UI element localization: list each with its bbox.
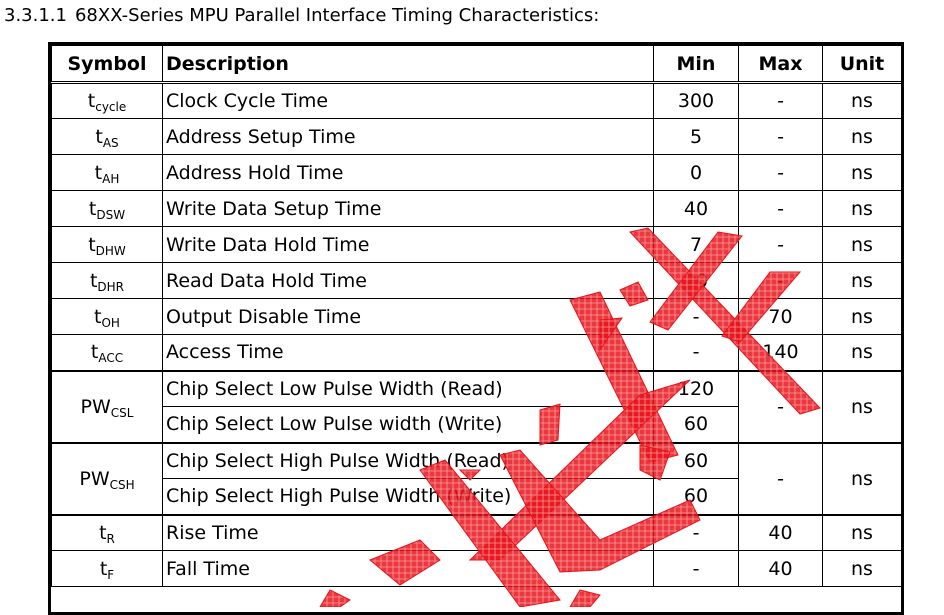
- table-row: tcycle Clock Cycle Time 300 - ns: [51, 82, 902, 119]
- table-row: tDSW Write Data Setup Time 40 - ns: [51, 190, 902, 227]
- description-cell: Fall Time: [162, 550, 654, 587]
- unit-cell: ns: [822, 262, 902, 299]
- table-row-pwcsl-read: PWCSL Chip Select Low Pulse Width (Read)…: [51, 370, 902, 444]
- table-row: tF Fall Time - 40 ns: [51, 550, 902, 587]
- unit-cell: ns: [822, 514, 902, 551]
- table-row: tAH Address Hold Time 0 - ns: [51, 154, 902, 191]
- min-cell: 0: [653, 154, 739, 191]
- table-row: tDHR Read Data Hold Time 20 - ns: [51, 262, 902, 299]
- max-cell: 140: [738, 334, 823, 372]
- header-description: Description: [162, 45, 654, 84]
- symbol-cell: tDHR: [51, 262, 163, 299]
- max-cell: -: [738, 154, 823, 191]
- max-cell: -: [738, 262, 823, 299]
- max-cell: -: [738, 118, 823, 155]
- max-cell: -: [738, 82, 823, 119]
- section-number: 3.3.1.1: [4, 5, 67, 26]
- table-header-row: Symbol Description Min Max Unit: [51, 45, 902, 84]
- symbol-cell: tDHW: [51, 226, 163, 263]
- header-symbol: Symbol: [51, 45, 163, 84]
- min-cell: 300: [653, 82, 739, 119]
- header-unit: Unit: [822, 45, 902, 84]
- description-cell: Read Data Hold Time: [162, 262, 654, 299]
- description-cell: Rise Time: [162, 514, 654, 551]
- min-cell: 5: [653, 118, 739, 155]
- table-row: tAS Address Setup Time 5 - ns: [51, 118, 902, 155]
- header-max: Max: [738, 45, 823, 84]
- unit-cell: ns: [822, 154, 902, 191]
- unit-cell: ns: [822, 550, 902, 587]
- symbol-cell: PWCSL: [51, 370, 163, 444]
- symbol-cell: tDSW: [51, 190, 163, 227]
- table-row: tDHW Write Data Hold Time 7 - ns: [51, 226, 902, 263]
- unit-cell: ns: [822, 370, 902, 444]
- symbol-cell: tAH: [51, 154, 163, 191]
- unit-cell: ns: [822, 334, 902, 372]
- min-cell: 20: [653, 262, 739, 299]
- min-cell: 60: [653, 442, 739, 479]
- description-cell: Clock Cycle Time: [162, 82, 654, 119]
- symbol-cell: tAS: [51, 118, 163, 155]
- symbol-cell: PWCSH: [51, 442, 163, 516]
- max-cell: -: [738, 370, 823, 444]
- min-cell: -: [653, 514, 739, 551]
- description-cell: Write Data Setup Time: [162, 190, 654, 227]
- min-cell: 60: [653, 478, 739, 516]
- table-row-pwcsh-read: PWCSH Chip Select High Pulse Width (Read…: [51, 442, 902, 516]
- max-cell: -: [738, 442, 823, 516]
- unit-cell: ns: [822, 442, 902, 516]
- symbol-cell: tF: [51, 550, 163, 587]
- table-row: tR Rise Time - 40 ns: [51, 514, 902, 551]
- max-cell: -: [738, 190, 823, 227]
- description-cell: Output Disable Time: [162, 298, 654, 335]
- unit-cell: ns: [822, 82, 902, 119]
- unit-cell: ns: [822, 118, 902, 155]
- description-cell: Address Setup Time: [162, 118, 654, 155]
- table-row: tOH Output Disable Time - 70 ns: [51, 298, 902, 335]
- max-cell: 70: [738, 298, 823, 335]
- max-cell: -: [738, 226, 823, 263]
- min-cell: -: [653, 334, 739, 372]
- min-cell: 40: [653, 190, 739, 227]
- description-cell: Access Time: [162, 334, 654, 372]
- symbol-cell: tR: [51, 514, 163, 551]
- min-cell: -: [653, 550, 739, 587]
- section-heading: 3.3.1.1 68XX-Series MPU Parallel Interfac…: [4, 5, 599, 27]
- description-cell: Write Data Hold Time: [162, 226, 654, 263]
- description-cell: Chip Select High Pulse Width (Write): [162, 478, 654, 516]
- table-row: tACC Access Time - 140 ns: [51, 334, 902, 372]
- symbol-cell: tcycle: [51, 82, 163, 119]
- section-title: 68XX-Series MPU Parallel Interface Timin…: [74, 5, 600, 26]
- symbol-cell: tOH: [51, 298, 163, 335]
- description-cell: Chip Select Low Pulse Width (Read): [162, 370, 654, 407]
- description-cell: Chip Select High Pulse Width (Read): [162, 442, 654, 479]
- max-cell: 40: [738, 550, 823, 587]
- symbol-cell: tACC: [51, 334, 163, 372]
- header-min: Min: [653, 45, 739, 84]
- min-cell: 7: [653, 226, 739, 263]
- description-cell: Address Hold Time: [162, 154, 654, 191]
- min-cell: -: [653, 298, 739, 335]
- description-cell: Chip Select Low Pulse width (Write): [162, 406, 654, 444]
- max-cell: 40: [738, 514, 823, 551]
- min-cell: 120: [653, 370, 739, 407]
- timing-table: Symbol Description Min Max Unit tcycle C…: [51, 45, 902, 587]
- unit-cell: ns: [822, 298, 902, 335]
- unit-cell: ns: [822, 226, 902, 263]
- unit-cell: ns: [822, 190, 902, 227]
- min-cell: 60: [653, 406, 739, 444]
